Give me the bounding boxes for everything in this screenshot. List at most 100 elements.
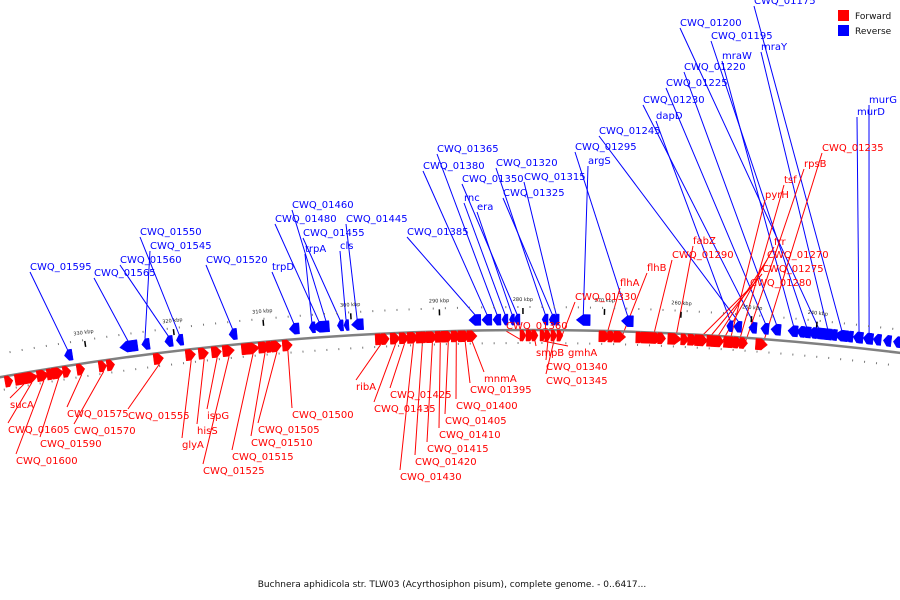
leader-line: [426, 342, 433, 443]
gene-label-gmha: gmhA: [568, 348, 597, 359]
forward-gene-arrow: [197, 347, 209, 360]
reverse-gene-arrow: [308, 321, 316, 334]
gene-label-trpa: trpA: [305, 244, 326, 255]
leader-line: [476, 211, 513, 315]
gene-label-cwq-01415: CWQ_01415: [427, 444, 489, 455]
leader-line: [523, 181, 557, 315]
leader-line: [574, 151, 628, 316]
leader-line: [760, 51, 829, 329]
leader-line: [231, 353, 254, 451]
gene-label-fabz: fabZ: [693, 236, 716, 247]
forward-gene-arrow: [221, 344, 235, 358]
gene-label-cwq-01360: CWQ_01360: [506, 321, 568, 332]
kbp-tick-label: 270 kbp: [594, 298, 615, 304]
gene-label-riba: ribA: [356, 382, 376, 393]
forward-gene-arrow: [45, 368, 56, 381]
forward-gene-arrow: [680, 333, 690, 346]
gene-label-cwq-01595: CWQ_01595: [30, 262, 92, 273]
leader-line: [196, 358, 205, 425]
gene-label-cwq-01515: CWQ_01515: [232, 452, 294, 463]
leader-line: [399, 343, 414, 471]
reverse-gene-arrow: [872, 333, 883, 346]
gene-label-cwq-01445: CWQ_01445: [346, 214, 408, 225]
forward-gene-arrow: [420, 331, 430, 344]
gene-label-hiss: hisS: [197, 426, 218, 437]
reverse-gene-arrow: [119, 339, 139, 353]
forward-gene-arrow: [281, 339, 293, 352]
leader-line: [206, 357, 218, 410]
gene-arrows: [3, 313, 900, 388]
leader-line: [66, 374, 83, 408]
map-caption: Buchnera aphidicola str. TLW03 (Acyrthos…: [258, 580, 646, 590]
forward-gene-arrow: [75, 363, 86, 376]
gene-label-rnc: rnc: [464, 193, 480, 204]
gene-label-cwq-01230: CWQ_01230: [643, 95, 705, 106]
reverse-gene-arrow: [620, 315, 634, 328]
gene-label-era: era: [477, 202, 493, 213]
reverse-gene-arrow: [726, 320, 734, 333]
leader-line: [9, 383, 25, 399]
reverse-gene-arrow: [760, 322, 770, 335]
forward-gene-arrow: [525, 329, 535, 342]
gene-label-cwq-01395: CWQ_01395: [470, 385, 532, 396]
gene-label-cwq-01365: CWQ_01365: [437, 144, 499, 155]
gene-label-cwq-01175: CWQ_01175: [754, 0, 816, 7]
leader-line: [7, 382, 33, 424]
gene-label-cwq-01555: CWQ_01555: [128, 411, 190, 422]
forward-gene-arrow: [457, 330, 467, 343]
kbp-tick-label: 300 kbp: [340, 302, 361, 309]
forward-gene-arrow: [539, 329, 547, 342]
leader-line: [471, 341, 485, 373]
leader-line: [250, 352, 266, 437]
leader-line: [339, 250, 347, 320]
gene-label-cwq-01600: CWQ_01600: [16, 456, 78, 467]
reverse-gene-arrow: [844, 330, 854, 343]
leader-line: [304, 253, 313, 322]
reverse-gene-arrow: [492, 313, 502, 326]
forward-gene-arrow: [667, 332, 683, 345]
gene-label-cwq-01225: CWQ_01225: [666, 78, 728, 89]
leader-line: [444, 342, 449, 415]
leader-line: [710, 40, 807, 327]
kbp-tick-mark: [262, 319, 265, 326]
forward-gene-arrow: [3, 375, 14, 388]
forward-gene-arrow: [519, 329, 527, 342]
gene-label-ispg: ispG: [207, 411, 229, 422]
leader-line: [674, 245, 694, 345]
kbp-ticks: 330 kbp 320 kbp 310 kbp 300 kbp 290 kbp 280 k…: [3, 297, 894, 391]
gene-label-cwq-01235: CWQ_01235: [822, 143, 884, 154]
leader-line: [205, 264, 233, 329]
leader-line: [144, 250, 151, 339]
leader-line: [406, 236, 476, 315]
forward-gene-arrow: [210, 346, 222, 359]
leader-line: [345, 223, 358, 320]
gene-label-cwq-01385: CWQ_01385: [407, 227, 469, 238]
gene-label-cwq-01325: CWQ_01325: [503, 188, 565, 199]
gene-label-cwq-01575: CWQ_01575: [67, 409, 129, 420]
forward-gene-arrow: [184, 349, 196, 362]
forward-gene-arrow: [635, 331, 645, 344]
gene-label-cwq-01320: CWQ_01320: [496, 158, 558, 169]
kbp-tick-label: 310 kbp: [252, 308, 273, 316]
leader-line: [502, 197, 553, 315]
gene-label-cwq-01560: CWQ_01560: [120, 255, 182, 266]
gene-label-rpsb: rpsB: [804, 159, 827, 170]
forward-gene-arrow: [711, 335, 720, 348]
reverse-gene-arrow: [141, 337, 151, 350]
gene-label-cwq-01570: CWQ_01570: [74, 426, 136, 437]
forward-gene-arrow: [550, 329, 558, 342]
reverse-gene-arrow: [288, 322, 300, 335]
gene-label-dapd: dapD: [656, 111, 683, 122]
reverse-gene-arrow: [748, 322, 758, 334]
reverse-gene-arrow: [818, 328, 828, 340]
gene-label-mray: mraY: [761, 42, 788, 53]
leader-line: [598, 135, 739, 322]
forward-gene-arrow: [389, 332, 401, 345]
gene-label-cwq-01425: CWQ_01425: [390, 390, 452, 401]
reverse-gene-arrow: [828, 329, 838, 341]
reverse-gene-arrow: [343, 319, 350, 331]
forward-gene-arrow: [544, 329, 552, 342]
reverse-gene-arrow: [892, 336, 900, 349]
gene-label-cwq-01455: CWQ_01455: [303, 228, 365, 239]
